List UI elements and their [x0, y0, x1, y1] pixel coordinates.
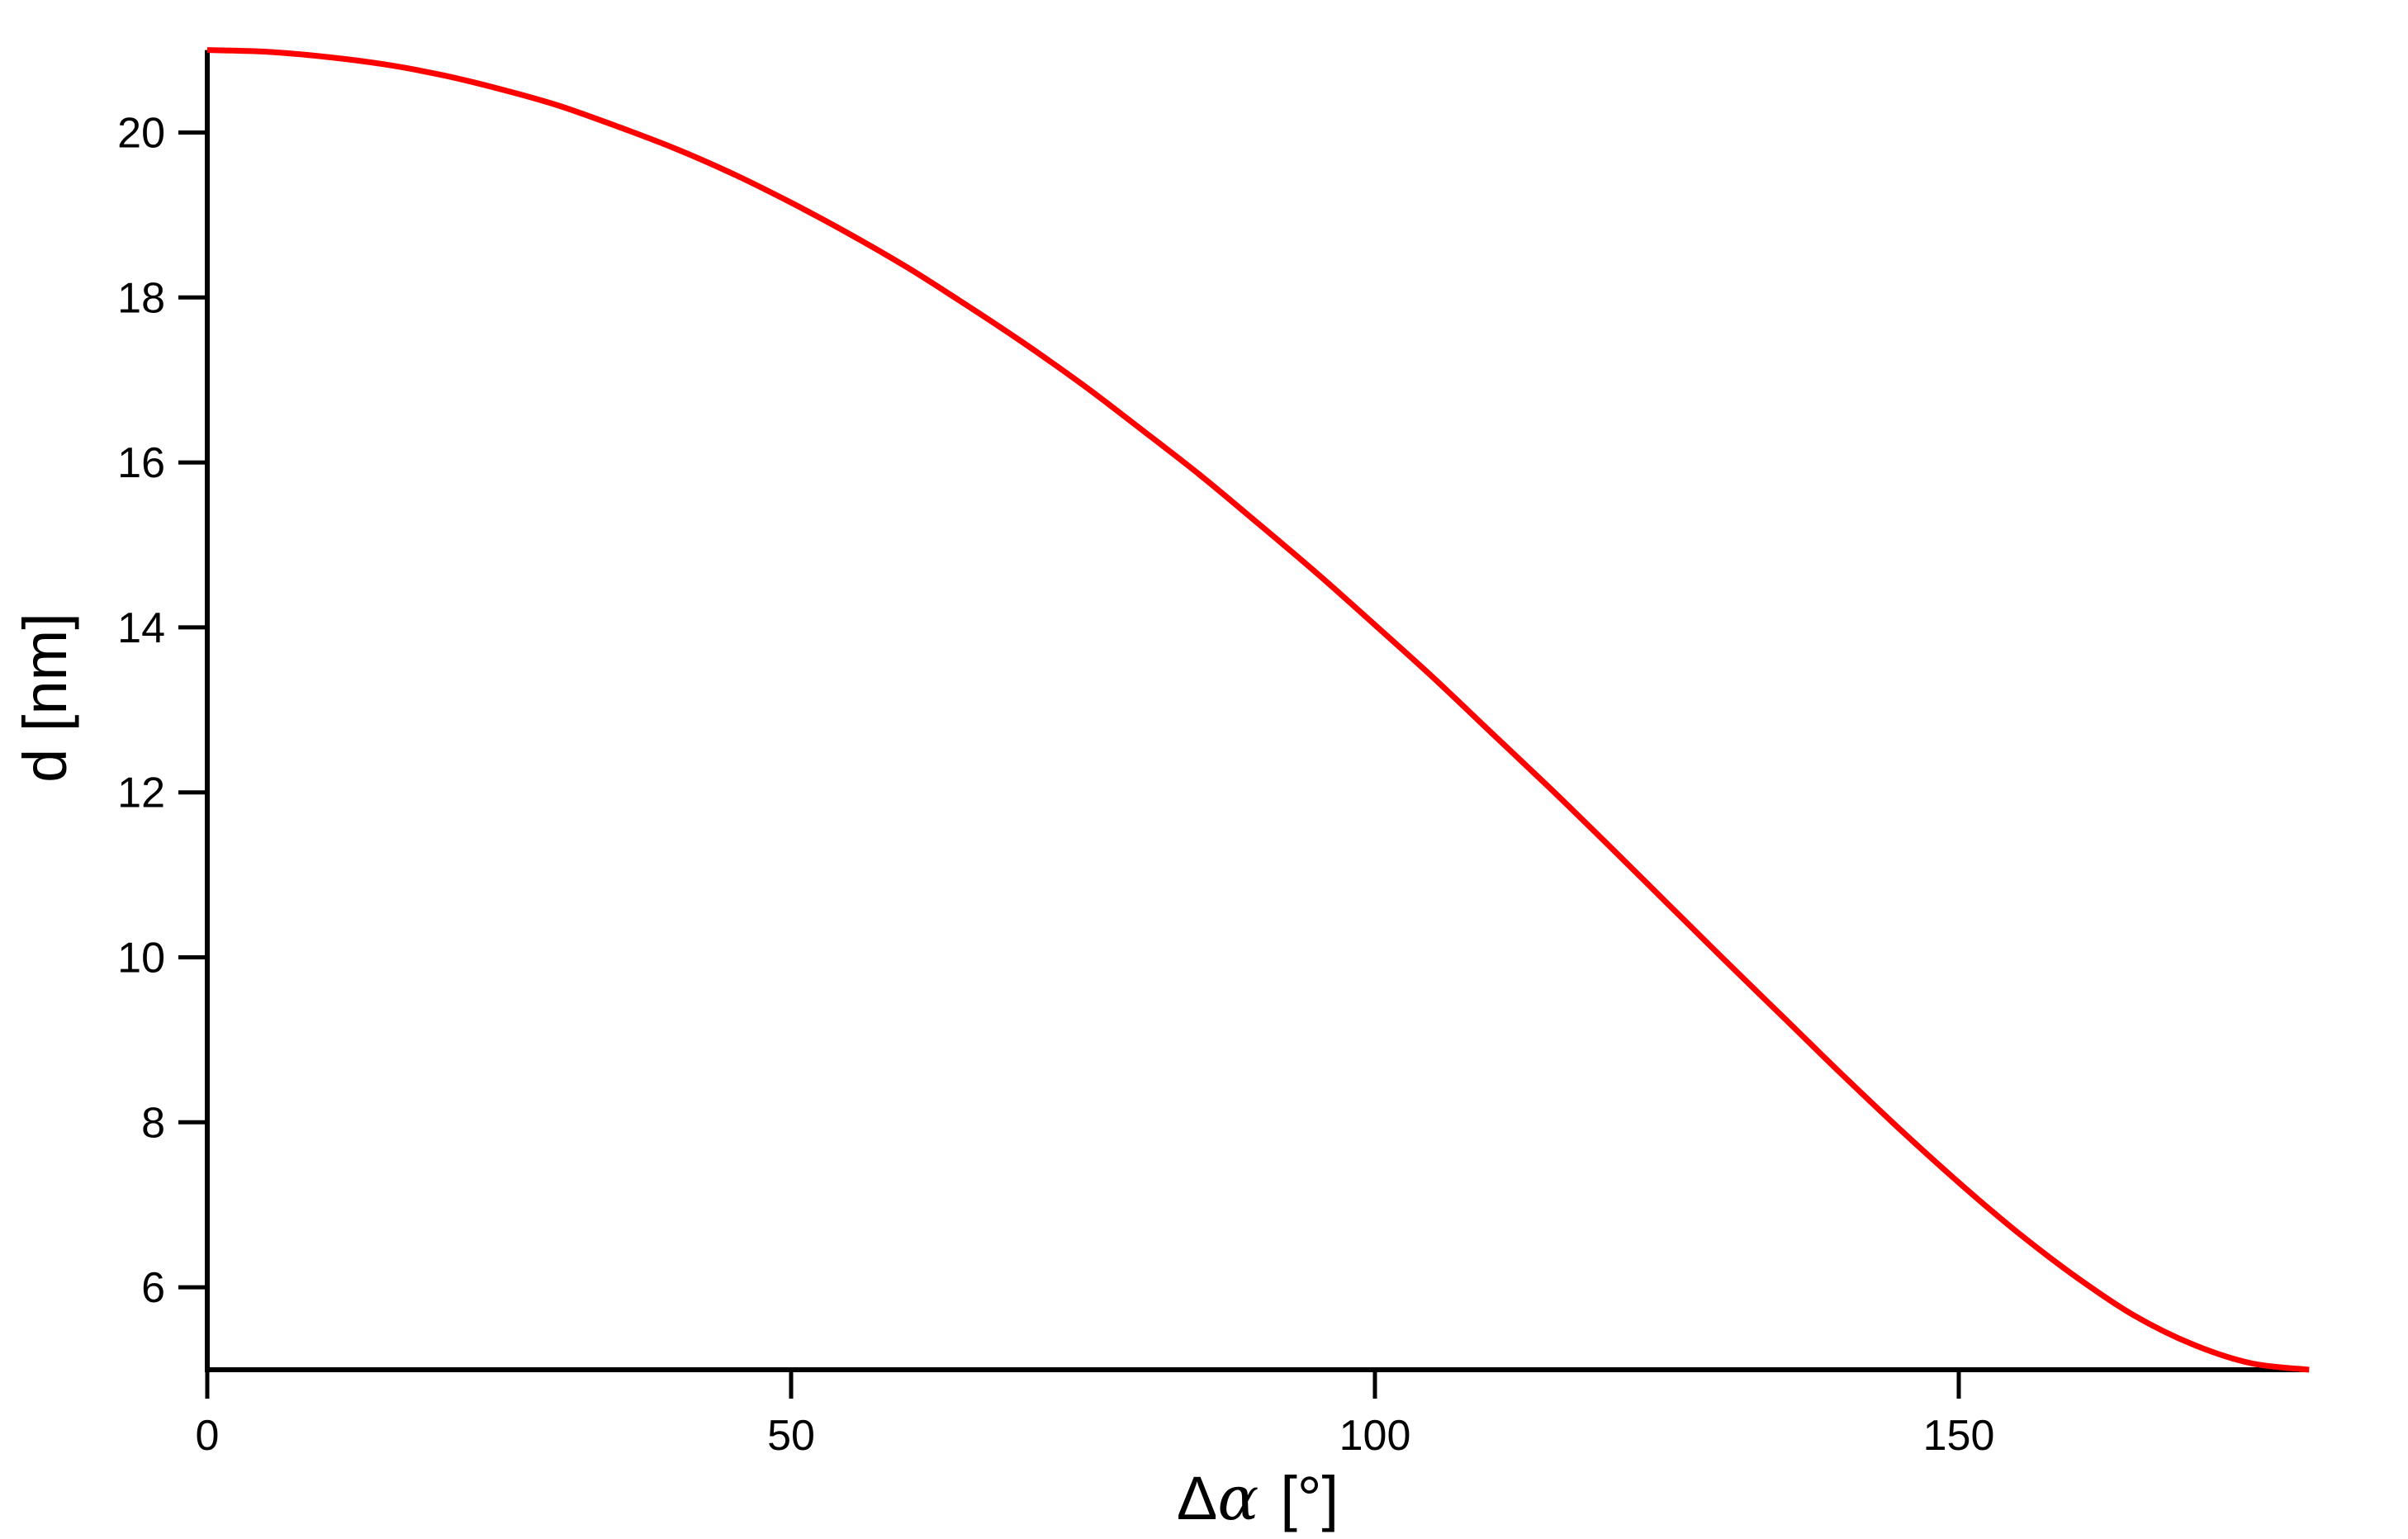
x-tick-labels: 0 50 100 150: [196, 1412, 1995, 1460]
y-tick-label: 16: [117, 439, 165, 487]
x-ticks: [205, 1372, 1961, 1399]
degree-unit: [°]: [1280, 1464, 1339, 1532]
x-axis-title: Δα [°]: [1177, 1463, 1339, 1534]
y-axis-title: d [nm]: [11, 613, 79, 783]
y-ticks: [178, 130, 205, 1290]
x-tick-label: 100: [1339, 1412, 1411, 1460]
x-tick-label: 0: [196, 1412, 220, 1460]
y-tick-label: 10: [117, 935, 165, 983]
axes: [205, 50, 2310, 1372]
delta-symbol: Δ: [1177, 1464, 1217, 1532]
y-tick-label: 20: [117, 110, 165, 158]
alpha-symbol: α: [1217, 1463, 1259, 1534]
y-tick-label: 6: [141, 1264, 165, 1312]
x-tick-label: 150: [1923, 1412, 1995, 1460]
y-tick-labels: 6 8 10 12 14 16 18 20: [117, 110, 165, 1313]
y-tick-label: 14: [117, 604, 165, 652]
data-curve: [206, 47, 2310, 1373]
y-tick-label: 8: [141, 1099, 165, 1147]
y-tick-label: 18: [117, 274, 165, 322]
x-tick-label: 50: [767, 1412, 815, 1460]
y-tick-label: 12: [117, 770, 165, 817]
